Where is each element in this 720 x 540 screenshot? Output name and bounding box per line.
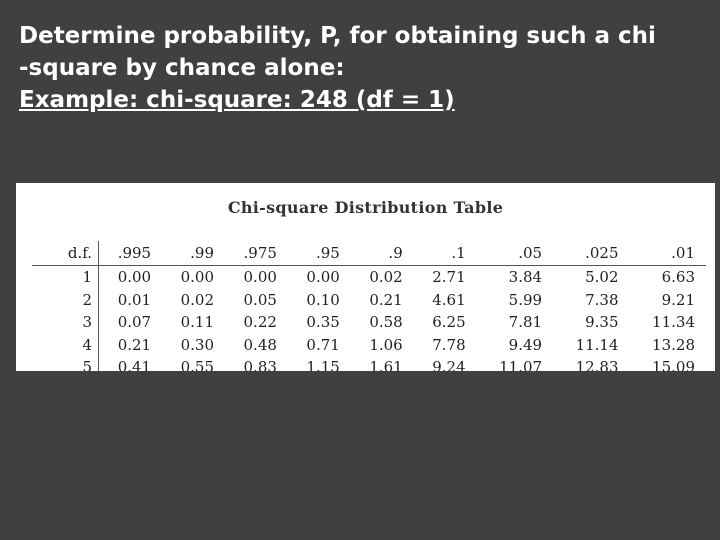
table-cell: 0.00 (243, 268, 277, 286)
table-cell: 6.63 (661, 268, 695, 286)
table-cell: 0.48 (243, 335, 277, 354)
table-cell: 9.35 (585, 313, 619, 331)
table-cell: 11.14 (575, 335, 619, 354)
header-cell: .1 (413, 241, 477, 266)
table-cell: 0.00 (306, 268, 340, 286)
table-cell: 5.99 (508, 290, 543, 309)
table-cell: 0.02 (369, 268, 403, 286)
table-title: Chi-square Distribution Table (227, 198, 504, 217)
header-cell: .975 (225, 241, 288, 266)
table-cell: 4.61 (432, 290, 466, 309)
slide-example-line: Example: chi-square: 248 (df = 1) (19, 87, 455, 113)
table-cell: 11.34 (652, 313, 695, 331)
table-cell: 0.21 (369, 290, 403, 309)
table-cell: 12.83 (575, 358, 619, 371)
table-cell: 6.25 (432, 313, 466, 331)
header-cell: .95 (287, 241, 351, 266)
slide-text-line-2: -square by chance alone: (19, 55, 345, 81)
table-cell: 0.07 (117, 313, 152, 331)
header-cell: .99 (162, 241, 226, 266)
table-cell: 0.01 (117, 290, 152, 309)
header-cell: d.f. (32, 241, 99, 266)
table-cell: 0.10 (306, 290, 340, 309)
table-row: 4 0.21 0.30 0.48 0.71 1.06 7.78 9.49 11.… (32, 333, 706, 356)
table-cell: 9.24 (432, 358, 466, 371)
slide-text-line-1: Determine probability, P, for obtaining … (19, 23, 656, 49)
header-cell: .01 (629, 241, 706, 266)
table-cell: 4 (32, 333, 99, 356)
table-cell: 7.38 (585, 290, 619, 309)
table-row: 3 0.07 0.11 0.22 0.35 0.58 6.25 7.81 9.3… (32, 311, 706, 334)
table-cell: 0.00 (117, 268, 152, 286)
table-cell: 9.49 (508, 335, 543, 354)
table-cell: 1.15 (306, 358, 340, 371)
table-cell: 5 (32, 356, 99, 371)
table-cell: 0.30 (180, 335, 215, 354)
table-cell: 7.78 (432, 335, 466, 354)
header-cell: .05 (476, 241, 554, 266)
table-cell: 9.21 (661, 290, 695, 309)
table-cell: 1 (32, 265, 99, 289)
table-cell: 2 (32, 288, 99, 311)
table-cell: 0.05 (243, 290, 277, 309)
table-cell: 1.61 (369, 358, 403, 371)
table-cell: 0.11 (180, 313, 215, 331)
table-cell: 0.58 (369, 313, 403, 331)
table-cell: 0.22 (243, 313, 277, 331)
table-row: 2 0.01 0.02 0.05 0.10 0.21 4.61 5.99 7.3… (32, 288, 706, 311)
table-cell: 0.00 (180, 268, 215, 286)
table-header-row: d.f. .995 .99 .975 .95 .9 .1 .05 .025 .0… (32, 241, 706, 266)
table-row: 1 0.00 0.00 0.00 0.00 0.02 2.71 3.84 5.0… (32, 265, 706, 289)
table-cell: 15.09 (652, 358, 695, 371)
chi-square-table-image: Chi-square Distribution Table d.f. .995 … (16, 183, 715, 371)
table-cell: 2.71 (432, 268, 466, 286)
table-row: 5 0.41 0.55 0.83 1.15 1.61 9.24 11.07 12… (32, 356, 706, 371)
table-cell: 3 (32, 311, 99, 334)
table-cell: 5.02 (585, 268, 619, 286)
table-cell: 0.21 (117, 335, 152, 354)
table-cell: 11.07 (499, 358, 543, 371)
table-cell: 0.02 (180, 290, 215, 309)
header-cell: .025 (553, 241, 630, 266)
table-cell: 13.28 (652, 335, 695, 354)
table-cell: 0.35 (306, 313, 340, 331)
header-cell: .9 (350, 241, 414, 266)
table-cell: 7.81 (508, 313, 543, 331)
table-cell: 3.84 (508, 268, 543, 286)
chi-square-table: d.f. .995 .99 .975 .95 .9 .1 .05 .025 .0… (32, 241, 706, 371)
table-cell: 1.06 (369, 335, 403, 354)
table-cell: 0.55 (180, 358, 215, 371)
slide-text-block: Determine probability, P, for obtaining … (19, 20, 709, 116)
table-cell: 0.71 (306, 335, 340, 354)
header-cell: .995 (98, 241, 163, 266)
table-cell: 0.83 (243, 358, 277, 371)
table-cell: 0.41 (117, 358, 152, 371)
